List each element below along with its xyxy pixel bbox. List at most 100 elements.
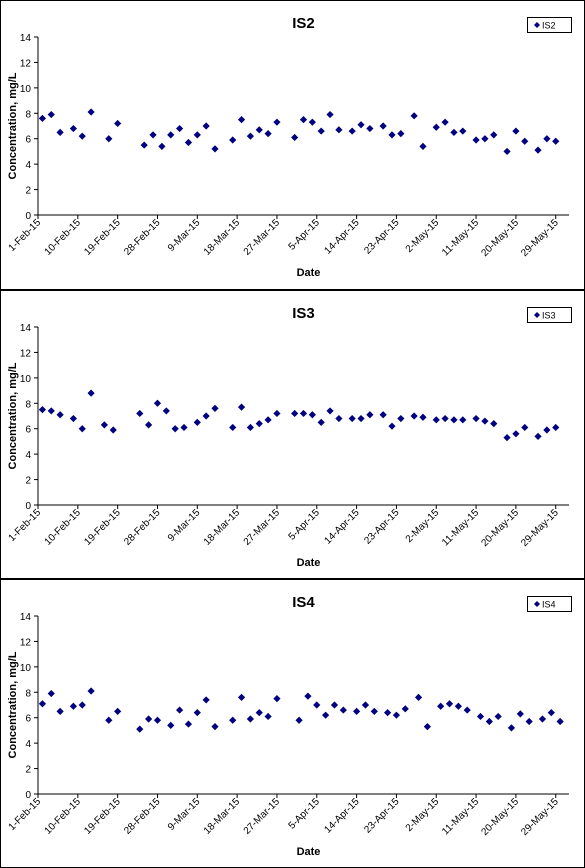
y-tick-label: 6 [25,425,31,436]
data-point [56,707,64,715]
y-tick-label: 8 [25,688,31,699]
data-point [193,131,201,139]
data-point [38,114,47,122]
data-point [410,112,418,120]
y-tick-label: 2 [25,765,31,776]
data-point [237,403,246,411]
data-point [388,422,396,430]
data-point [445,700,454,708]
data-point [450,416,458,424]
y-tick-label: 8 [25,109,31,120]
data-point [397,414,405,423]
data-point [414,693,423,701]
data-point [552,423,560,432]
data-point [202,122,210,130]
data-point [255,126,263,134]
data-point [326,407,334,415]
data-point [78,132,86,140]
data-point [441,118,449,126]
legend-label: IS2 [542,21,556,31]
data-point [69,702,77,710]
data-point [322,711,330,719]
data-point [534,146,542,154]
data-point [246,132,254,140]
y-tick-label: 14 [20,33,32,44]
data-point [255,709,263,717]
data-point [556,717,564,726]
data-point [114,707,122,715]
y-tick-label: 10 [20,374,32,385]
legend-box [527,307,572,323]
data-point [176,706,184,714]
data-point [339,706,347,714]
data-point [437,702,445,710]
data-point [167,721,175,729]
y-tick-label: 14 [20,612,32,623]
data-point [543,135,551,143]
data-point [211,404,219,412]
data-point [229,716,237,724]
y-tick-label: 0 [25,211,31,222]
y-tick-label: 12 [20,637,32,648]
data-point [56,128,64,136]
data-point [202,412,210,420]
data-point [512,430,520,438]
y-tick-label: 6 [25,135,31,146]
chart-title: IS2 [292,15,315,32]
data-point [397,130,405,138]
data-point [326,110,334,119]
data-point [419,142,427,150]
y-tick-label: 8 [25,399,31,410]
legend-marker [534,601,540,607]
data-point [69,124,77,133]
data-point [176,124,184,133]
y-tick-label: 0 [25,501,31,512]
data-point [485,717,493,726]
panel-frame [0,0,585,290]
data-point [361,701,370,709]
data-point [87,687,95,695]
data-point [388,131,396,139]
data-point [357,121,365,129]
legend: IS2 [527,17,572,33]
data-point [507,724,516,732]
data-point [78,701,86,709]
data-point [481,417,489,425]
data-point [516,710,524,718]
data-point [56,411,64,419]
data-point [246,715,254,723]
data-point [264,416,272,424]
data-point [105,135,113,143]
data-point [313,701,321,709]
legend-label: IS3 [542,311,556,321]
data-point [114,119,122,128]
data-point [180,423,188,432]
data-point [423,723,431,731]
data-point [353,707,361,715]
y-tick-label: 10 [20,663,32,674]
data-point [202,696,210,704]
data-point [432,416,440,424]
data-point [229,136,237,144]
data-point [476,712,485,721]
data-point [308,411,316,419]
y-axis-label: Concentration, mg/L [7,362,19,469]
data-point [490,131,498,139]
data-point [450,128,458,136]
y-tick-label: 2 [25,476,31,487]
chart-title: IS4 [292,594,315,611]
data-point [472,136,480,144]
y-tick-label: 4 [25,739,31,750]
data-point [366,411,374,419]
y-tick-label: 2 [25,186,31,197]
data-point [171,425,179,433]
data-point [69,414,77,423]
data-point [291,409,299,418]
x-axis-label: Date [297,557,321,569]
data-point [552,137,560,145]
y-tick-label: 14 [20,323,32,334]
y-tick-label: 4 [25,450,31,461]
data-point [304,692,312,700]
